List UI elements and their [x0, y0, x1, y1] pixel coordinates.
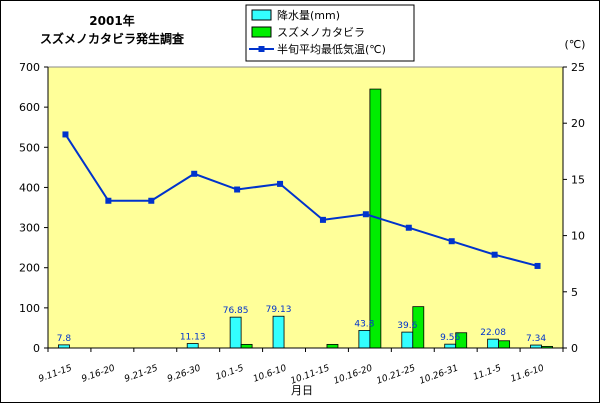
bar-precip — [186, 343, 199, 349]
temperature-point — [148, 197, 155, 204]
legend-marker-temp — [258, 46, 265, 52]
y-tick-label: 200 — [19, 262, 40, 275]
temperature-point — [234, 186, 241, 193]
x-tick-label: 9.21-25 — [123, 363, 159, 384]
y2-tick-label: 15 — [571, 173, 585, 186]
chart-title-line2: スズメノカタビラ発生調査 — [40, 31, 185, 46]
y-tick-label: 400 — [19, 181, 40, 194]
y2-tick-label: 25 — [571, 61, 585, 74]
bar-weed — [240, 343, 253, 349]
data-labels: 7.8 11.13 76.85 79.13 43.8 39.6 9.56 22.08 7.34 — [57, 305, 547, 344]
legend-box — [245, 4, 415, 62]
y2-unit-label: (℃) — [565, 38, 586, 51]
legend-label-weed: スズメノカタビラ — [277, 25, 365, 39]
data-label-precip: 39.6 — [397, 321, 417, 331]
temperature-point — [448, 238, 455, 245]
x-tick-label: 9.26-30 — [166, 363, 202, 384]
x-tick-label: 10.26-31 — [418, 363, 459, 386]
data-label-precip: 43.8 — [354, 319, 374, 329]
bar-precip — [272, 315, 285, 349]
chart-title-line1: 2001年 — [89, 13, 134, 28]
x-tick-label: 9.16-20 — [80, 363, 116, 384]
y-tick-label: 500 — [19, 141, 40, 154]
temperature-point — [62, 131, 69, 138]
temperature-point — [534, 262, 541, 269]
data-label-precip: 9.56 — [440, 333, 460, 343]
x-tick-label: 10.21-25 — [375, 363, 417, 386]
data-label-precip: 22.08 — [480, 328, 506, 338]
x-axis-label: 月日 — [291, 384, 313, 397]
plot-area — [47, 66, 564, 349]
x-tick-label: 10.16-20 — [332, 363, 374, 386]
bar-precip — [229, 316, 242, 349]
legend-label-precip: 降水量(mm) — [277, 8, 340, 22]
temperature-point — [277, 180, 284, 187]
bar-precip — [487, 338, 500, 349]
y2-tick-label: 10 — [571, 230, 585, 243]
x-tick-label: 10.1-5 — [214, 363, 245, 382]
temperature-line-path — [64, 133, 538, 267]
temperature-point — [319, 216, 326, 223]
legend: 降水量(mm) スズメノカタビラ 半旬平均最低気温(℃) — [245, 4, 415, 62]
y-tick-label: 700 — [19, 61, 40, 74]
temperature-point — [405, 224, 412, 231]
y-tick-label: 600 — [19, 101, 40, 114]
bar-precip — [444, 343, 457, 349]
legend-label-temp: 半旬平均最低気温(℃) — [277, 42, 386, 56]
x-tick-label: 11.1-5 — [472, 363, 503, 382]
y-tick-label: 300 — [19, 222, 40, 235]
bar-precip — [401, 331, 414, 349]
temperature-point — [362, 211, 369, 218]
temperature-point — [491, 251, 498, 258]
temperature-point — [191, 170, 198, 177]
data-label-precip: 76.85 — [223, 306, 249, 316]
data-label-precip: 79.13 — [266, 305, 292, 315]
legend-swatch-weed — [251, 26, 272, 38]
temperature-point — [105, 197, 112, 204]
bar-weed — [498, 340, 511, 349]
x-tick-label: 11.6-10 — [509, 363, 545, 384]
y2-tick-label: 20 — [571, 117, 585, 130]
data-label-precip: 7.8 — [57, 334, 72, 344]
x-tick-label: 10.6-10 — [252, 363, 288, 384]
temperature-line — [62, 131, 541, 269]
legend-swatch-precip — [251, 9, 272, 21]
data-label-precip: 11.13 — [180, 333, 206, 343]
y-tick-label: 100 — [19, 302, 40, 315]
y2-tick-label: 5 — [571, 286, 578, 299]
data-label-precip: 7.34 — [526, 334, 546, 344]
bar-weed — [326, 343, 339, 349]
y2-tick-label: 0 — [571, 342, 578, 355]
x-tick-label: 9.11-15 — [37, 363, 73, 384]
bar-precip — [358, 330, 371, 349]
y-tick-label: 0 — [33, 342, 40, 355]
